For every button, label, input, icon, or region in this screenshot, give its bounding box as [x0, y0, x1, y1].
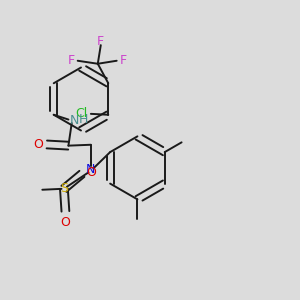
Text: S: S — [60, 182, 68, 195]
Text: O: O — [61, 215, 70, 229]
Text: F: F — [67, 54, 74, 67]
Text: O: O — [86, 167, 96, 179]
Text: N: N — [69, 114, 79, 127]
Text: N: N — [86, 163, 96, 176]
Text: F: F — [97, 35, 104, 48]
Text: O: O — [33, 138, 43, 151]
Text: F: F — [119, 54, 127, 67]
Text: H: H — [79, 113, 88, 126]
Text: Cl: Cl — [75, 107, 87, 120]
